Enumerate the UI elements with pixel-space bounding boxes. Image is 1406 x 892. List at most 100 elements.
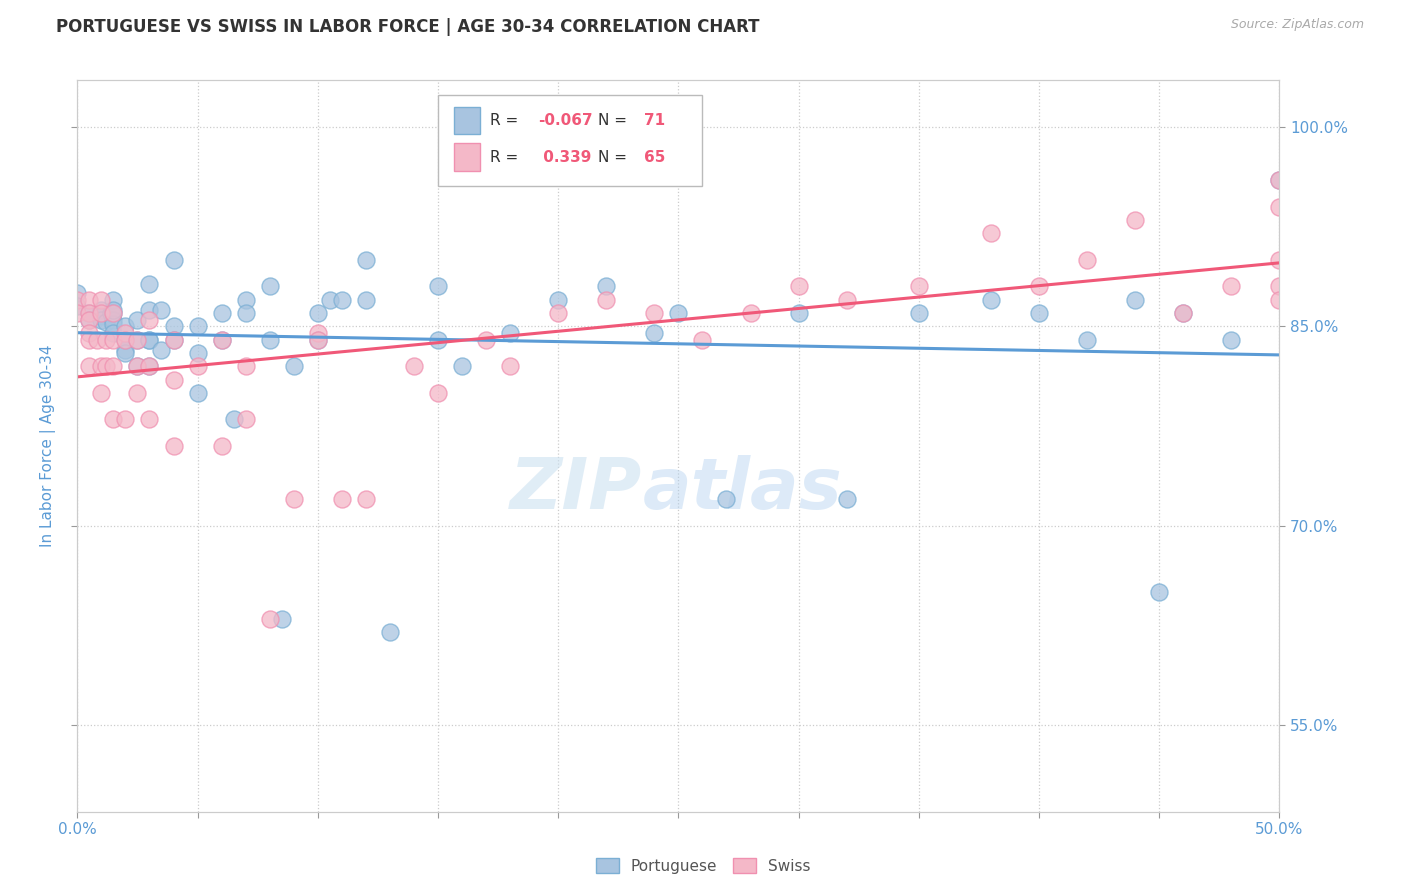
Point <box>1268 173 1291 187</box>
Point <box>162 333 184 347</box>
Point <box>138 359 160 374</box>
Point <box>66 293 89 307</box>
Point <box>1028 279 1050 293</box>
Point <box>103 317 125 331</box>
Point <box>451 359 474 374</box>
Point <box>330 293 353 307</box>
Point <box>307 333 329 347</box>
Point <box>222 412 245 426</box>
Point <box>354 252 377 267</box>
Point <box>668 306 690 320</box>
Point <box>162 319 184 334</box>
Point <box>114 333 136 347</box>
Text: PORTUGUESE VS SWISS IN LABOR FORCE | AGE 30-34 CORRELATION CHART: PORTUGUESE VS SWISS IN LABOR FORCE | AGE… <box>56 18 759 36</box>
Point <box>127 333 149 347</box>
Point <box>1028 306 1050 320</box>
Point <box>162 252 184 267</box>
Point <box>835 492 858 507</box>
Point <box>835 293 858 307</box>
Point <box>79 312 101 326</box>
Point <box>427 333 450 347</box>
Point <box>643 306 665 320</box>
FancyBboxPatch shape <box>454 144 479 171</box>
Text: atlas: atlas <box>643 456 842 524</box>
Point <box>138 277 160 291</box>
Point <box>127 359 149 374</box>
Point <box>90 303 112 318</box>
FancyBboxPatch shape <box>439 95 703 186</box>
Point <box>96 315 118 329</box>
Point <box>1268 293 1291 307</box>
Point <box>150 343 173 358</box>
Point <box>86 333 108 347</box>
Point <box>427 385 450 400</box>
Point <box>187 346 209 360</box>
Point <box>114 412 136 426</box>
Point <box>138 359 160 374</box>
Point <box>138 333 160 347</box>
Point <box>270 612 292 626</box>
Point <box>499 359 522 374</box>
Point <box>787 306 810 320</box>
Point <box>235 359 257 374</box>
Point <box>90 293 112 307</box>
Point <box>162 333 184 347</box>
Point <box>79 306 101 320</box>
Point <box>211 333 233 347</box>
Point <box>787 279 810 293</box>
Text: 0.339: 0.339 <box>537 150 591 165</box>
Point <box>103 333 125 347</box>
Point <box>740 306 762 320</box>
Point <box>114 319 136 334</box>
Point <box>138 303 160 318</box>
Point <box>1076 333 1098 347</box>
Point <box>127 333 149 347</box>
Point <box>595 293 617 307</box>
Point <box>103 359 125 374</box>
Point <box>427 279 450 293</box>
Point <box>908 306 931 320</box>
Point <box>96 333 118 347</box>
Point <box>1268 279 1291 293</box>
Point <box>79 333 101 347</box>
Point <box>283 492 305 507</box>
Point <box>90 309 112 323</box>
Point <box>547 306 569 320</box>
Point <box>283 359 305 374</box>
Point <box>162 372 184 386</box>
Point <box>103 326 125 340</box>
Point <box>235 293 257 307</box>
Point <box>138 333 160 347</box>
Point <box>127 312 149 326</box>
Point <box>79 312 101 326</box>
Point <box>1076 252 1098 267</box>
Point <box>908 279 931 293</box>
Point <box>103 293 125 307</box>
Text: R =: R = <box>489 113 517 128</box>
Point <box>187 385 209 400</box>
Point <box>79 359 101 374</box>
Point <box>259 279 281 293</box>
Point <box>138 412 160 426</box>
Point <box>354 293 377 307</box>
Point <box>138 312 160 326</box>
Point <box>643 326 665 340</box>
Text: 71: 71 <box>644 113 665 128</box>
Point <box>547 293 569 307</box>
FancyBboxPatch shape <box>454 107 479 135</box>
Point <box>211 439 233 453</box>
Point <box>1220 333 1243 347</box>
Point <box>90 359 112 374</box>
Point <box>90 385 112 400</box>
Point <box>980 293 1002 307</box>
Point <box>90 312 112 326</box>
Point <box>114 343 136 358</box>
Text: ZIP: ZIP <box>510 456 643 524</box>
Text: 65: 65 <box>644 150 665 165</box>
Point <box>307 333 329 347</box>
Point <box>103 306 125 320</box>
Point <box>127 359 149 374</box>
Point <box>307 306 329 320</box>
Point <box>1268 252 1291 267</box>
Point <box>354 492 377 507</box>
